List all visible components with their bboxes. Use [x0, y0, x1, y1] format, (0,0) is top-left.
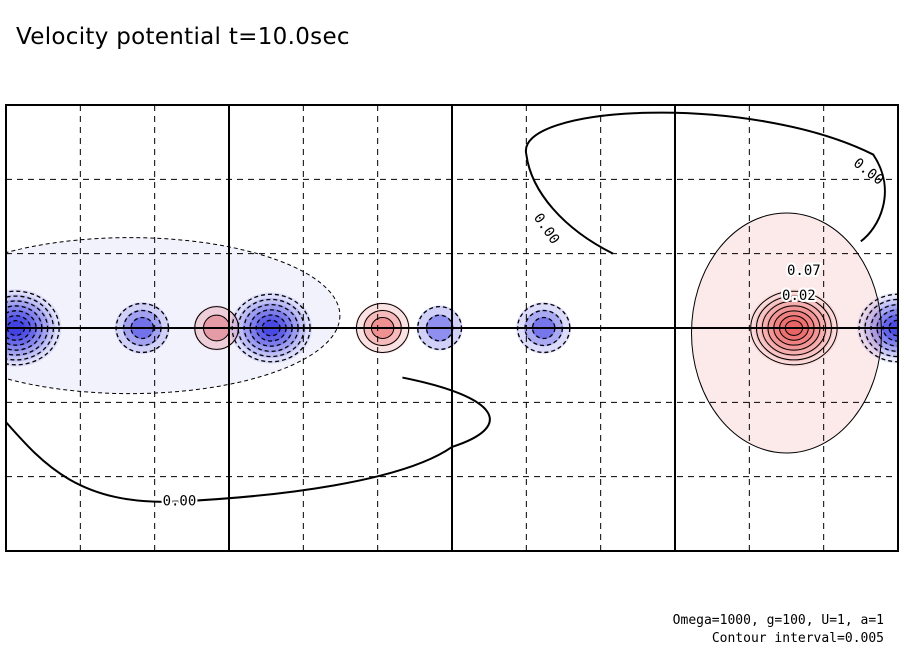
contour-label-1: 0.00	[530, 210, 562, 247]
plot-frame	[5, 104, 899, 552]
zero-contour-north	[525, 111, 886, 255]
contour-label-2: 0.00	[850, 155, 886, 188]
contour-interval-note: Contour interval=0.005	[711, 631, 884, 646]
contour-label-4: 0.02	[782, 288, 816, 304]
chart-title: Velocity potential t=10.0sec	[16, 24, 350, 50]
positive-envelope	[691, 212, 882, 454]
grid-lines	[6, 105, 898, 551]
contour-label-0: 0.00	[163, 493, 197, 509]
zero-contour-south	[6, 376, 491, 503]
negative-band	[6, 237, 341, 395]
contour-label-3: 0.07	[787, 263, 821, 279]
parameters-note: Omega=1000, g=100, U=1, a=1	[672, 613, 884, 628]
